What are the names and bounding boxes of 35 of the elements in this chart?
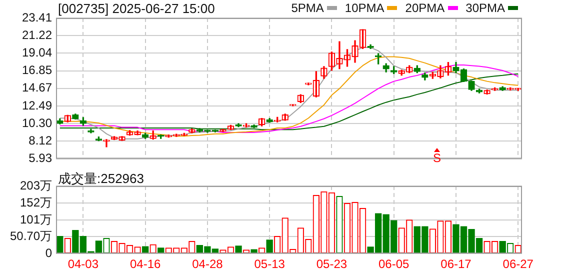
x-tick-label: 06-27: [502, 257, 534, 272]
legend-label: 10PMA: [344, 1, 384, 15]
y-tick-label: 50.70万: [10, 229, 52, 244]
x-tick-label: 06-05: [378, 257, 410, 272]
candlestick: [250, 124, 258, 128]
x-tick-label: 05-23: [316, 257, 348, 272]
y-tick-label: 19.04: [22, 46, 52, 60]
legend-label: 30PMA: [466, 1, 505, 15]
chart-title: 成交量:252963: [58, 170, 144, 188]
y-tick-label: 152万: [20, 195, 52, 210]
legend-label: 20PMA: [405, 1, 445, 15]
chart-title: [002735] 2025-06-27 15:00: [58, 1, 215, 16]
y-tick-label: 203万: [20, 178, 52, 192]
legend-label: 5PMA: [291, 1, 324, 15]
x-tick-label: 04-16: [130, 257, 161, 272]
y-tick-label: 21.22: [22, 28, 52, 42]
annotation: S: [432, 151, 442, 165]
y-tick-label: 0: [45, 246, 52, 260]
y-tick-label: 12.49: [22, 98, 52, 112]
x-tick-label: 05-13: [254, 257, 286, 272]
y-tick-label: 14.67: [22, 80, 52, 95]
x-tick-label: 06-17: [440, 257, 472, 272]
x-tick-label: 04-28: [192, 257, 224, 272]
bar: [235, 246, 242, 254]
y-tick-label: 16.85: [22, 63, 52, 78]
candlestick: [476, 88, 483, 94]
x-tick-label: 04-03: [68, 257, 99, 272]
candlestick: [88, 128, 94, 134]
y-tick-label: 101万: [20, 212, 52, 226]
y-tick-label: 23.41: [22, 10, 52, 24]
y-tick-label: 8.12: [28, 133, 52, 148]
candlestick: [220, 128, 226, 132]
y-tick-label: 5.93: [28, 151, 52, 166]
bar: [266, 240, 273, 254]
y-tick-label: 10.30: [22, 116, 52, 130]
